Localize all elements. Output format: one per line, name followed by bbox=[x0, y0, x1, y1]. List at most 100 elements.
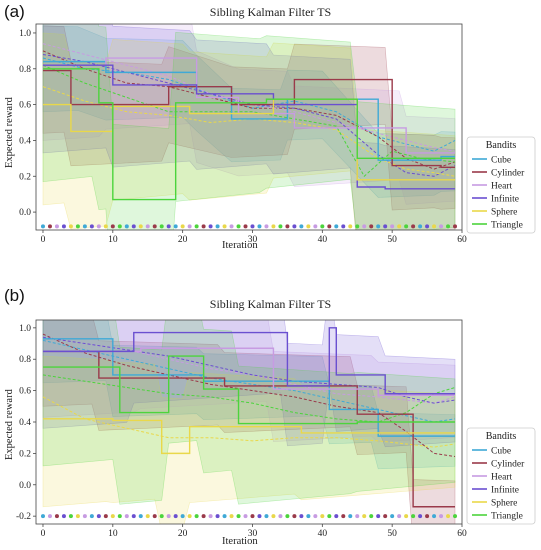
selection-dot bbox=[257, 514, 262, 519]
selection-dot bbox=[138, 224, 143, 229]
selection-dot bbox=[334, 224, 339, 229]
x-tick-label: 40 bbox=[318, 529, 328, 539]
selection-dot bbox=[306, 514, 311, 519]
y-tick-label: 0.6 bbox=[19, 387, 31, 397]
selection-dot bbox=[159, 224, 164, 229]
selection-dot bbox=[369, 224, 374, 229]
selection-dot bbox=[432, 224, 437, 229]
selection-dot bbox=[40, 224, 45, 229]
selection-dot bbox=[285, 514, 290, 519]
selection-dot bbox=[341, 224, 346, 229]
x-tick-label: 20 bbox=[178, 529, 188, 539]
selection-dot bbox=[82, 224, 87, 229]
series-line-sphere bbox=[42, 98, 456, 181]
selection-dot bbox=[145, 514, 150, 519]
series-line-sphere bbox=[42, 418, 456, 455]
series-line-triangle bbox=[42, 68, 456, 201]
selection-dot bbox=[173, 514, 178, 519]
panel-a-xlabel: Iteration bbox=[222, 240, 258, 251]
legend-title: Bandits bbox=[486, 431, 517, 442]
selection-dot bbox=[453, 224, 458, 229]
selection-dot bbox=[166, 224, 171, 229]
selection-dot bbox=[376, 224, 381, 229]
selection-dot bbox=[390, 514, 395, 519]
selection-dot bbox=[110, 224, 115, 229]
panel-b-title: Sibling Kalman Filter TS bbox=[209, 297, 332, 311]
selection-dot bbox=[145, 224, 150, 229]
x-tick-label: 0 bbox=[41, 529, 46, 539]
panel-b-xlabel: Iteration bbox=[222, 536, 258, 547]
y-tick-label: 0.8 bbox=[19, 355, 31, 365]
y-tick-label: 0.6 bbox=[19, 101, 31, 111]
selection-dot bbox=[117, 224, 122, 229]
series-line-cube bbox=[42, 60, 456, 161]
selection-dot bbox=[327, 514, 332, 519]
selection-dot bbox=[159, 514, 164, 519]
selection-dot bbox=[103, 224, 108, 229]
y-tick-label: 0.0 bbox=[19, 208, 31, 218]
selection-dot bbox=[75, 514, 80, 519]
series-line-infinite bbox=[42, 327, 456, 395]
selection-dot bbox=[341, 514, 346, 519]
x-tick-label: 30 bbox=[248, 235, 258, 245]
series-line-infinite bbox=[42, 64, 456, 190]
legend-label-infinite: Infinite bbox=[491, 485, 519, 496]
selection-dot bbox=[222, 514, 227, 519]
selection-dot bbox=[47, 224, 52, 229]
legend-box bbox=[466, 427, 536, 525]
selection-dot bbox=[285, 224, 290, 229]
selection-dot bbox=[292, 514, 297, 519]
x-tick-label: 60 bbox=[457, 235, 467, 245]
selection-dot bbox=[215, 224, 220, 229]
band-infinite bbox=[42, 24, 456, 230]
selection-dot bbox=[453, 514, 458, 519]
legend-label-triangle: Triangle bbox=[491, 512, 523, 522]
selection-dot bbox=[348, 514, 353, 519]
legend-label-triangle: Triangle bbox=[491, 221, 523, 231]
selection-dot bbox=[271, 224, 276, 229]
selection-dot bbox=[47, 514, 52, 519]
legend-label-cylinder: Cylinder bbox=[491, 169, 525, 179]
selection-dot bbox=[264, 224, 269, 229]
x-tick-label: 10 bbox=[108, 529, 118, 539]
x-tick-label: 60 bbox=[457, 529, 467, 539]
legend-box bbox=[466, 136, 536, 234]
selection-dot bbox=[138, 514, 143, 519]
x-tick-label: 30 bbox=[248, 529, 258, 539]
series-line-triangle bbox=[42, 355, 456, 425]
selection-dot bbox=[439, 514, 444, 519]
selection-dot bbox=[229, 514, 234, 519]
selection-dot bbox=[264, 514, 269, 519]
band-cube bbox=[42, 320, 456, 470]
selection-dot bbox=[40, 514, 45, 519]
chart-b: 0 10 20 30 40 50 60 -0.2 0.0 0.2 0.4 0.6 0.8 1.0 Bandi… bbox=[16, 319, 536, 539]
y-tick-label: 1.0 bbox=[19, 324, 31, 334]
selection-dot bbox=[320, 514, 325, 519]
selection-dot bbox=[250, 224, 255, 229]
legend-label-sphere: Sphere bbox=[491, 499, 517, 509]
selection-dot bbox=[96, 514, 101, 519]
band-sphere bbox=[42, 32, 456, 230]
selection-dot bbox=[152, 514, 157, 519]
selection-dot bbox=[187, 514, 192, 519]
legend-label-cube: Cube bbox=[491, 156, 511, 166]
y-tick-label: 0.4 bbox=[19, 418, 31, 428]
selection-dot bbox=[103, 514, 108, 519]
selection-dot bbox=[425, 224, 430, 229]
panel-b-letter: (b) bbox=[4, 286, 25, 305]
selection-dot bbox=[299, 224, 304, 229]
selection-dot bbox=[327, 224, 332, 229]
panel-a-letter: (a) bbox=[4, 2, 25, 21]
series-line-heart bbox=[42, 347, 456, 397]
selection-dot bbox=[208, 224, 213, 229]
selection-dot bbox=[362, 514, 367, 519]
selection-dot bbox=[299, 514, 304, 519]
selection-dot bbox=[334, 514, 339, 519]
selection-dot bbox=[432, 514, 437, 519]
selection-dot bbox=[187, 224, 192, 229]
y-tick-label: 0.4 bbox=[19, 136, 31, 146]
legend-label-sphere: Sphere bbox=[491, 208, 517, 218]
selection-dot bbox=[124, 514, 129, 519]
selection-dot bbox=[61, 224, 66, 229]
